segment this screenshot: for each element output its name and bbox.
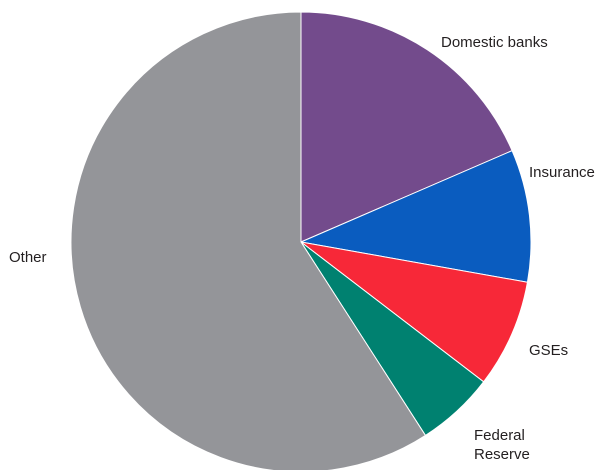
label-federal-reserve: Federal Reserve xyxy=(474,427,530,463)
pie-slice-domestic-banks xyxy=(300,11,513,243)
pie-slice-other xyxy=(70,11,427,470)
label-other: Other xyxy=(9,249,47,266)
label-domestic-banks: Domestic banks xyxy=(441,34,548,51)
label-insurance: Insurance xyxy=(529,164,595,181)
label-gses: GSEs xyxy=(529,342,568,359)
pie-slice-gses xyxy=(300,241,529,383)
pie-slices xyxy=(70,11,532,470)
slice-labels: Domestic banks Insurance GSEs Federal Res… xyxy=(9,34,595,463)
pie-slice-insurance xyxy=(299,150,532,283)
